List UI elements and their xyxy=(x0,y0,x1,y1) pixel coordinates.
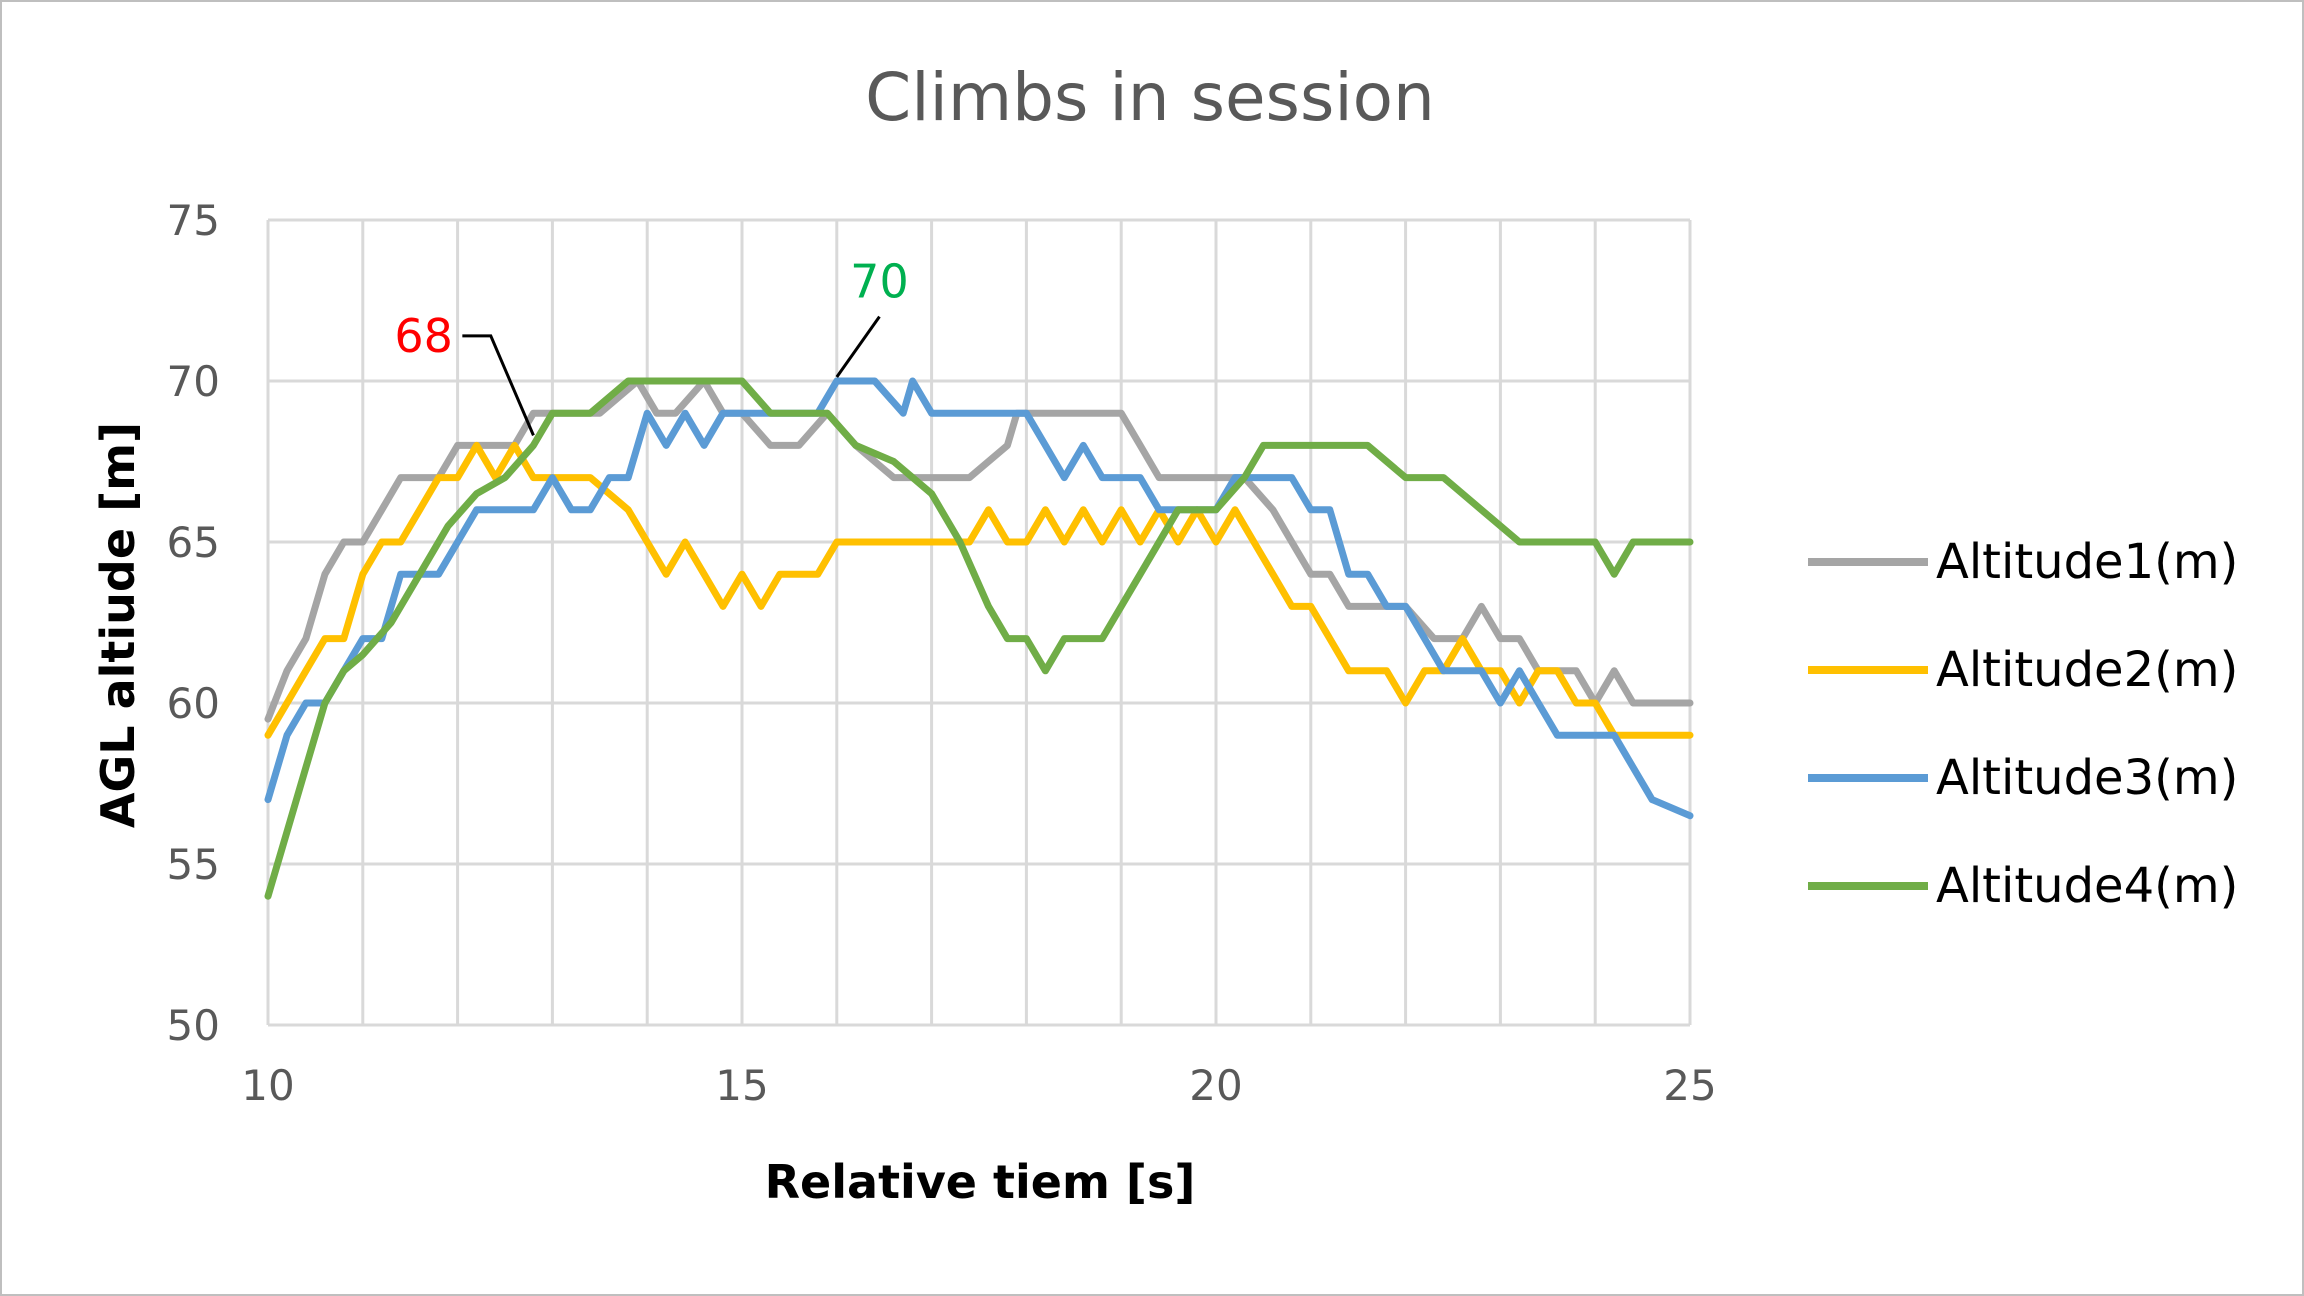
y-tick-label: 50 xyxy=(167,1001,220,1050)
legend-label-3: Altitude3(m) xyxy=(1936,750,2238,806)
series-line-4 xyxy=(264,377,1694,900)
gridlines xyxy=(266,218,1692,1027)
series-lines xyxy=(264,377,1694,900)
y-tick-label: 60 xyxy=(167,679,220,728)
x-axis-label: Relative tiem [s] xyxy=(765,1155,1196,1209)
x-tick-label: 15 xyxy=(715,1061,768,1110)
chart-title: Climbs in session xyxy=(865,59,1435,136)
y-tick-label: 75 xyxy=(167,196,220,245)
legend-label-1: Altitude1(m) xyxy=(1936,534,2238,590)
legend-label-4: Altitude4(m) xyxy=(1936,858,2238,914)
x-tick-label: 10 xyxy=(241,1061,294,1110)
legend-label-2: Altitude2(m) xyxy=(1936,642,2238,698)
series-line-3 xyxy=(264,377,1694,820)
annotations: 68 70 xyxy=(394,254,909,436)
y-tick-label: 65 xyxy=(167,518,220,567)
y-axis-label: AGL altiude [m] xyxy=(91,422,145,828)
annotation-leader-line xyxy=(462,334,535,436)
legend: Altitude1(m) Altitude2(m) Altitude3(m) Alti… xyxy=(1808,534,2238,914)
annotation-label: 68 xyxy=(394,309,453,363)
y-tick-label: 55 xyxy=(167,840,220,889)
axis-ticks: 50 55 60 65 70 75 10 15 20 25 xyxy=(167,196,1717,1110)
series-line-1 xyxy=(264,377,1694,723)
y-tick-label: 70 xyxy=(167,357,220,406)
x-tick-label: 20 xyxy=(1189,1061,1242,1110)
annotation-leader-line xyxy=(835,315,881,378)
x-tick-label: 25 xyxy=(1663,1061,1716,1110)
series-line-2 xyxy=(264,441,1694,739)
annotation-label: 70 xyxy=(850,254,909,308)
